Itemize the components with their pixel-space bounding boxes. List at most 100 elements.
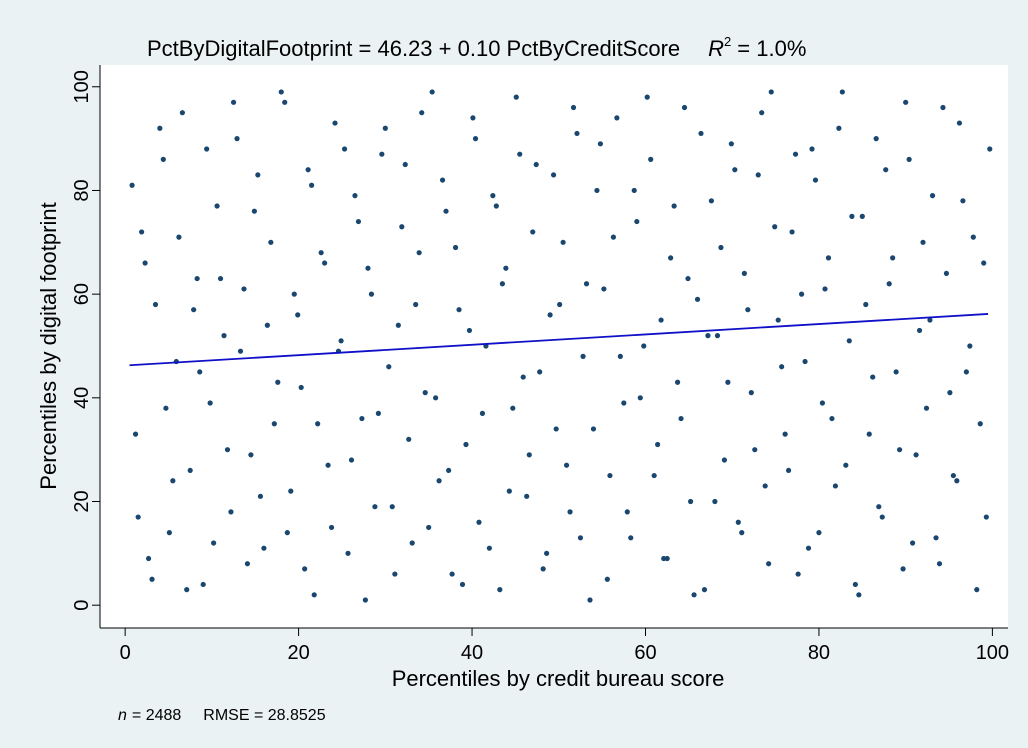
point: [641, 343, 647, 349]
x-tick-label: 60: [634, 642, 656, 664]
y-axis-label: Percentiles by digital footprint: [36, 202, 61, 489]
point: [560, 239, 566, 245]
point: [145, 555, 152, 562]
point: [870, 374, 876, 380]
point: [587, 597, 593, 603]
point: [852, 581, 858, 588]
point: [479, 410, 486, 416]
point: [863, 301, 869, 308]
point: [392, 571, 398, 577]
point: [792, 151, 799, 157]
point: [929, 193, 936, 199]
point: [234, 136, 240, 142]
point: [866, 431, 872, 437]
point: [963, 369, 969, 375]
x-tick-label: 0: [120, 642, 131, 664]
point: [580, 353, 586, 359]
point: [194, 275, 200, 282]
point: [739, 530, 745, 536]
x-tick-label: 80: [808, 642, 830, 664]
point: [359, 415, 365, 422]
point: [271, 421, 277, 427]
point: [439, 177, 446, 183]
point: [567, 509, 573, 515]
point: [685, 275, 691, 282]
point: [352, 193, 358, 199]
point: [910, 540, 916, 546]
point: [446, 467, 452, 474]
point: [644, 94, 650, 100]
point: [207, 400, 213, 406]
point: [204, 146, 210, 152]
point: [211, 540, 217, 546]
point: [876, 504, 882, 510]
point: [728, 141, 734, 147]
point: [903, 99, 909, 105]
point: [355, 218, 362, 225]
point: [436, 478, 442, 484]
point: [184, 587, 190, 593]
point: [563, 462, 570, 468]
point: [241, 286, 247, 292]
point: [295, 312, 301, 318]
point: [651, 472, 657, 479]
title-text: PctByDigitalFootprint = 46.23 + 0.10 Pct…: [147, 36, 680, 61]
point: [916, 327, 923, 334]
point: [836, 125, 842, 131]
point: [499, 281, 505, 287]
point: [906, 156, 912, 162]
point: [139, 229, 145, 235]
point: [459, 581, 466, 588]
x-tick-label: 40: [461, 642, 483, 664]
r2-text: = 1.0%: [737, 36, 806, 61]
point: [449, 571, 455, 577]
point: [745, 307, 751, 313]
point: [426, 524, 432, 531]
point: [617, 353, 623, 359]
point: [822, 286, 828, 292]
point: [752, 447, 758, 453]
point: [943, 270, 950, 277]
point: [179, 110, 185, 116]
point: [348, 457, 355, 463]
point: [170, 478, 176, 484]
point: [614, 115, 620, 121]
point: [594, 187, 600, 194]
point: [200, 581, 206, 588]
point: [152, 301, 159, 308]
point: [732, 167, 738, 173]
point: [166, 530, 172, 536]
point: [779, 364, 785, 370]
point: [890, 255, 896, 261]
point: [506, 488, 512, 494]
point: [341, 146, 348, 152]
point: [305, 167, 311, 173]
point: [322, 260, 328, 266]
point: [157, 125, 163, 131]
point: [678, 415, 684, 422]
point: [345, 550, 351, 556]
point: [422, 390, 428, 396]
point: [920, 239, 926, 245]
point: [309, 182, 315, 188]
point: [687, 498, 694, 505]
point: [775, 317, 781, 323]
point: [956, 120, 963, 126]
point: [221, 333, 227, 339]
point: [960, 198, 966, 204]
point: [628, 535, 634, 541]
point: [674, 379, 681, 385]
point: [520, 374, 526, 380]
point: [759, 110, 765, 116]
point: [805, 545, 812, 551]
point: [372, 504, 378, 510]
point: [927, 317, 933, 323]
point: [883, 167, 889, 173]
point: [463, 441, 469, 448]
point: [819, 400, 826, 406]
r2-exponent: 2: [724, 34, 731, 49]
point: [533, 161, 539, 168]
point: [362, 597, 368, 603]
point: [553, 426, 559, 432]
point: [402, 161, 408, 168]
